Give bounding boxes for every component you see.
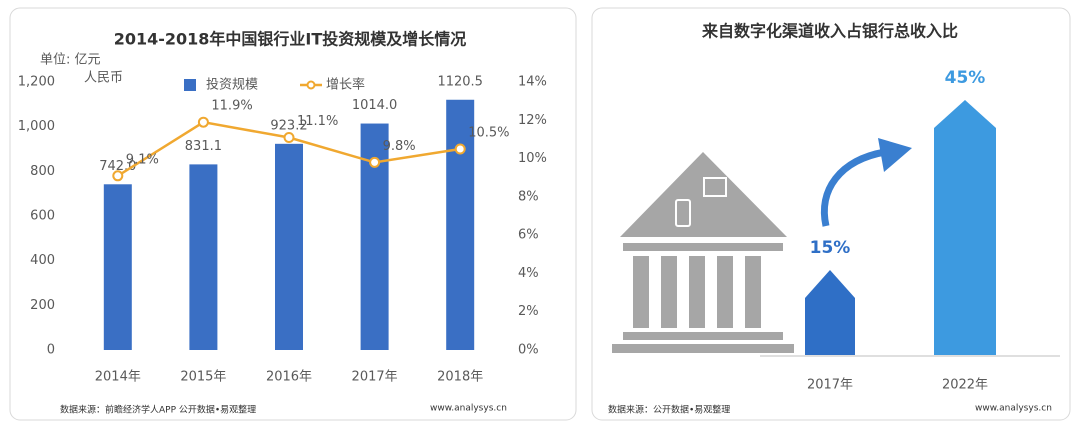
x-tick-label: 2015年 (180, 370, 226, 385)
growth-arrow (821, 148, 886, 227)
line-marker (283, 132, 295, 144)
legend-swatch (184, 79, 196, 91)
y-tick-label: 1,200 (18, 75, 55, 90)
data-label: 923.2 (270, 118, 307, 133)
y2-tick-label: 14% (518, 75, 547, 90)
source: 数据来源：公开数据•易观整理 (608, 404, 730, 416)
source: 数据来源：前瞻经济学人APP 公开数据•易观整理 (60, 404, 256, 416)
y-tick-label: 600 (30, 209, 55, 224)
data-label: 15% (810, 238, 851, 258)
website: www.analysys.cn (430, 404, 507, 414)
y2-tick-label: 4% (518, 266, 539, 281)
line-marker (454, 143, 466, 155)
panel (9, 7, 577, 421)
growth-arrow-head (878, 138, 912, 172)
bar (446, 99, 475, 350)
y-tick-label: 200 (30, 298, 55, 313)
bar (103, 184, 132, 350)
line-marker (112, 170, 124, 182)
y-tick-label: 400 (30, 253, 55, 268)
data-label: 45% (945, 68, 986, 88)
x-tick-label: 2018年 (437, 370, 483, 385)
y2-tick-label: 12% (518, 113, 547, 128)
y2-tick-label: 10% (518, 151, 547, 166)
x-tick-label: 2014年 (95, 370, 141, 385)
website: www.analysys.cn (975, 404, 1052, 414)
legend-marker (306, 80, 316, 90)
data-label: 9.1% (126, 152, 159, 167)
data-label: 11.1% (297, 114, 338, 129)
data-label: 10.5% (468, 126, 509, 141)
data-label: 11.9% (211, 99, 252, 114)
legend-label: 增长率 (326, 77, 365, 93)
chart-title: 来自数字化渠道收入占银行总收入比 (701, 22, 958, 41)
y2-tick-label: 6% (518, 228, 539, 243)
bank-icon (612, 152, 794, 353)
panel (591, 7, 1071, 421)
x-tick-label: 2016年 (266, 370, 312, 385)
y2-tick-label: 8% (518, 189, 539, 204)
data-label: 1120.5 (437, 74, 483, 89)
bar (189, 164, 218, 350)
y-tick-label: 1,000 (18, 119, 55, 134)
x-tick-label: 2017年 (352, 370, 398, 385)
line-marker (197, 116, 209, 128)
bar (275, 143, 303, 350)
chart-title: 2014-2018年中国银行业IT投资规模及增长情况 (114, 30, 467, 49)
data-label: 831.1 (185, 139, 222, 154)
data-label: 9.8% (383, 139, 416, 154)
x-tick-label: 2017年 (807, 378, 853, 393)
data-label: 1014.0 (352, 98, 398, 113)
y-tick-label: 800 (30, 164, 55, 179)
y2-tick-label: 2% (518, 304, 539, 319)
line-marker (369, 156, 381, 168)
legend-label: 投资规模 (206, 77, 258, 93)
y-tick-label: 0 (47, 343, 55, 358)
y2-tick-label: 0% (518, 343, 539, 358)
y-axis-label: 人民币 (84, 71, 123, 86)
y-axis-label: 单位: 亿元 (40, 53, 101, 68)
bar (805, 270, 855, 355)
x-tick-label: 2022年 (942, 378, 988, 393)
bar (934, 100, 996, 355)
